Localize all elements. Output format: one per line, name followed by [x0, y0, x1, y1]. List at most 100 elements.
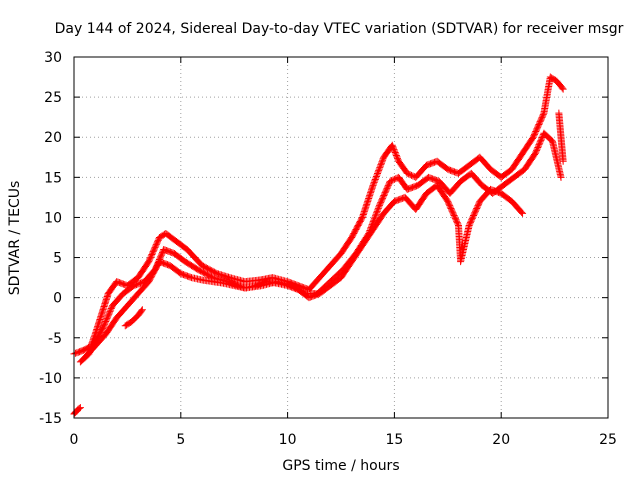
y-tick-label: 0 — [53, 291, 62, 307]
data-point — [533, 146, 541, 154]
data-point — [388, 141, 396, 149]
data-point — [372, 212, 380, 220]
data-point — [372, 172, 380, 180]
data-point — [558, 84, 566, 92]
x-tick-label: 10 — [279, 432, 297, 448]
series-track-5 — [121, 306, 146, 330]
data-point — [532, 148, 540, 156]
data-point — [369, 181, 377, 189]
data-point — [374, 170, 382, 178]
data-point — [406, 171, 414, 179]
data-point — [137, 307, 145, 315]
data-point — [157, 251, 165, 259]
data-point — [373, 171, 381, 179]
data-point — [536, 139, 544, 147]
data-point — [100, 322, 108, 330]
y-tick-label: 15 — [44, 170, 62, 186]
data-point — [75, 404, 83, 412]
data-point — [534, 144, 542, 152]
data-point — [374, 168, 382, 176]
data-point — [377, 159, 385, 167]
data-point — [407, 171, 415, 179]
data-point — [392, 150, 400, 158]
series-track-2 — [76, 129, 565, 366]
y-tick-label: -15 — [39, 411, 62, 427]
grid-layer — [74, 57, 608, 418]
data-point — [378, 158, 386, 166]
data-point — [534, 142, 542, 150]
data-point — [392, 151, 400, 159]
y-tick-label: 5 — [53, 251, 62, 267]
data-point — [371, 175, 379, 183]
data-point — [393, 153, 401, 161]
y-tick-label: -10 — [39, 371, 62, 387]
data-point — [186, 273, 194, 281]
points-layer — [70, 73, 567, 418]
data-point — [105, 309, 113, 317]
data-point — [377, 161, 385, 169]
data-point — [375, 165, 383, 173]
data-point — [103, 315, 111, 323]
chart-title: Day 144 of 2024, Sidereal Day-to-day VTE… — [55, 21, 624, 37]
data-point — [107, 305, 115, 313]
data-point — [389, 143, 397, 151]
data-point — [76, 404, 84, 412]
data-point — [101, 319, 109, 327]
data-point — [370, 178, 378, 186]
data-point — [390, 175, 398, 183]
y-axis-label: SDTVAR / TECUs — [7, 181, 23, 296]
data-point — [102, 317, 110, 325]
x-tick-label: 25 — [599, 432, 617, 448]
data-point — [370, 216, 378, 224]
data-point — [394, 154, 402, 162]
x-axis-label: GPS time / hours — [282, 458, 399, 474]
data-point — [559, 85, 567, 93]
data-point — [388, 177, 396, 185]
data-point — [386, 177, 394, 185]
series-track-4 — [70, 404, 84, 418]
data-point — [376, 162, 384, 170]
data-point — [390, 146, 398, 154]
data-point — [104, 312, 112, 320]
data-point — [104, 313, 112, 321]
data-point — [533, 145, 541, 153]
y-tick-label: 10 — [44, 210, 62, 226]
data-point — [156, 254, 164, 262]
data-point — [102, 316, 110, 324]
data-point — [373, 209, 381, 217]
data-point — [158, 250, 166, 258]
plot-frame — [73, 56, 609, 419]
data-point — [106, 307, 114, 315]
data-point — [101, 320, 109, 328]
data-point — [391, 147, 399, 155]
data-point — [389, 144, 397, 152]
data-point — [403, 169, 411, 177]
x-tick-label: 20 — [492, 432, 510, 448]
data-point — [372, 174, 380, 182]
data-point — [405, 170, 413, 178]
data-point — [391, 149, 399, 157]
data-point — [389, 176, 397, 184]
series-track-6 — [555, 109, 567, 165]
series-track-1 — [70, 73, 567, 358]
data-point — [374, 204, 382, 212]
data-point — [536, 138, 544, 146]
x-tick-label: 15 — [385, 432, 403, 448]
data-point — [454, 220, 462, 228]
data-point — [559, 157, 567, 165]
data-point — [375, 203, 383, 211]
y-tick-label: 25 — [44, 90, 62, 106]
data-point — [107, 306, 115, 314]
y-tick-label: 30 — [44, 50, 62, 66]
data-point — [518, 208, 526, 216]
data-point — [376, 164, 384, 172]
data-point — [519, 209, 527, 217]
y-tick-label: -5 — [48, 331, 62, 347]
data-point — [374, 206, 382, 214]
data-point — [71, 349, 79, 357]
tick-layer: 0 5 10 15 20 25 -15 -10 -5 0 5 10 15 20 25 30 — [39, 50, 617, 448]
data-point — [537, 136, 545, 144]
data-point — [537, 135, 545, 143]
data-point — [531, 149, 539, 157]
